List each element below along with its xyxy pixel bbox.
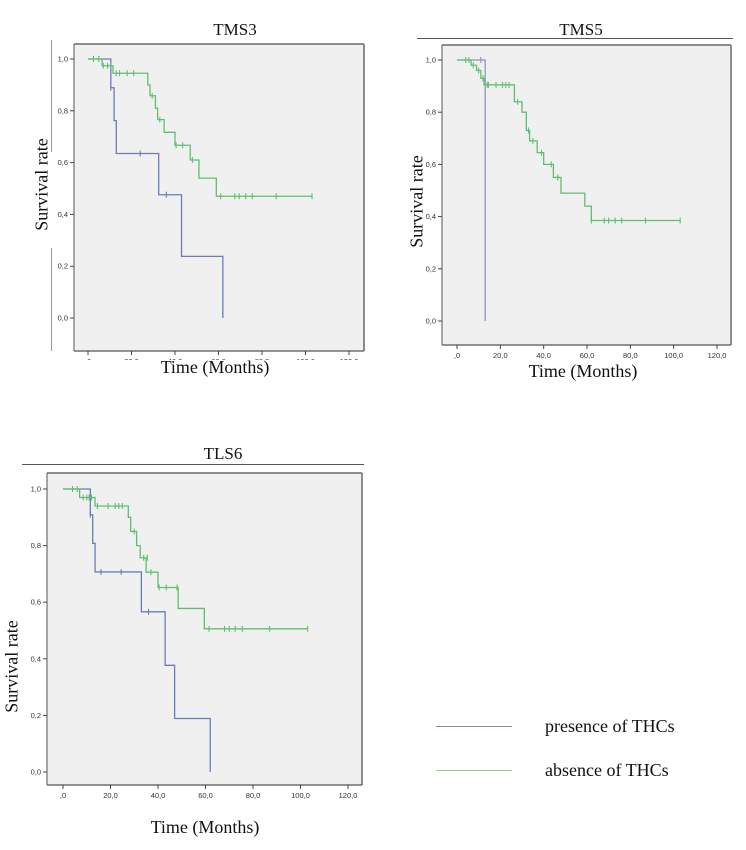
y-tick-label-tls6: 0,0	[31, 768, 41, 777]
panel-rule-tls6	[22, 464, 364, 465]
x-tick-label-tls6: 40,0	[151, 791, 166, 800]
x-tick-label-tls6: 100,0	[291, 791, 310, 800]
chart-plot-lower: 0,0 0,2 0,4 0,6 0,8 1,0 ,0 20,0 40,0 60,0 80,0 100,…	[31, 472, 363, 800]
x-axis-label-tms5: Time (Months)	[528, 361, 638, 381]
x-tick-label-tls6: ,0	[60, 791, 66, 800]
x-tick-label-tms3: 120,0	[340, 357, 359, 360]
survival-curve-absence-tms3	[88, 58, 313, 197]
y-tick-label-tms5: 1,0	[426, 56, 436, 65]
x-tick-label-tms3: 20,0	[124, 357, 139, 360]
chart-tms5: 0,0 0,2 0,4 0,6 0,8 1,0 ,0 20,0 40,0 60,0 80,0 100,…	[426, 44, 732, 360]
plot-area-tms3	[74, 44, 364, 351]
y-tick-label-tms3: 0,2	[58, 262, 68, 271]
y-tick-label-tms3: 0,6	[58, 158, 68, 167]
chart-plot-tms3: 0,0 0,2 0,4 0,6 0,8 1,0 ,0 20,0 40,0 60,0 80,0 100,…	[58, 43, 732, 360]
chart-title-tms3: TMS3	[213, 20, 257, 39]
legend-label-absence: absence of THCs	[545, 760, 669, 780]
x-tick-label-tms3: 60,0	[211, 357, 226, 360]
y-tick-label-tms5: 0,8	[426, 108, 436, 117]
y-tick-label-tms3: 1,0	[58, 55, 68, 64]
x-axis-label-tls6: Time (Months)	[150, 817, 260, 837]
x-tick-label-tms5: 100,0	[664, 351, 683, 360]
panel-rule-tms5	[417, 38, 733, 39]
x-tick-label-tls6: 20,0	[103, 791, 118, 800]
legend-item-absence: absence of THCs	[436, 760, 669, 781]
y-tick-label-tms3: 0,4	[58, 210, 68, 219]
legend-swatch-presence	[436, 726, 512, 727]
x-tick-label-tms5: 120,0	[708, 351, 727, 360]
x-tick-label-tms3: 40,0	[168, 357, 183, 360]
x-tick-label-tms5: 40,0	[536, 351, 551, 360]
chart-tls6: 0,0 0,2 0,4 0,6 0,8 1,0 ,0 20,0 40,0 60,0 80,0 100,…	[31, 472, 363, 800]
y-tick-label-tls6: 0,4	[31, 654, 41, 663]
panel-divider-tms3-lower	[51, 248, 52, 351]
y-tick-label-tls6: 0,8	[31, 541, 41, 550]
y-tick-label-tms5: 0,2	[426, 264, 436, 273]
legend-item-presence: presence of THCs	[436, 716, 675, 737]
y-tick-label-tms5: 0,4	[426, 212, 436, 221]
panel-divider-tms3	[51, 40, 52, 152]
x-tick-label-tls6: 120,0	[339, 791, 358, 800]
x-tick-label-tms5: 80,0	[623, 351, 638, 360]
x-tick-label-tms3: 80,0	[255, 357, 270, 360]
x-tick-label-tms5: ,0	[454, 351, 460, 360]
y-tick-label-tls6: 0,2	[31, 711, 41, 720]
survival-curve-presence-tls6	[63, 488, 211, 772]
y-tick-label-tms5: 0,6	[426, 160, 436, 169]
legend-swatch-absence	[436, 770, 512, 771]
x-tick-label-tms3: 100,0	[296, 357, 315, 360]
x-tick-label-tls6: 80,0	[246, 791, 261, 800]
x-tick-label-tms5: 20,0	[493, 351, 508, 360]
chart-title-tms5: TMS5	[559, 20, 603, 39]
x-tick-label-tms3: ,0	[85, 357, 91, 360]
legend-label-presence: presence of THCs	[545, 716, 675, 736]
y-tick-label-tls6: 0,6	[31, 598, 41, 607]
chart-title-tls6: TLS6	[203, 444, 243, 463]
y-tick-label-tms3: 0,0	[58, 314, 68, 323]
x-axis-label-tms3: Time (Months)	[160, 357, 270, 377]
plot-area-tms5	[442, 45, 731, 345]
y-axis-label-tms5: Survival rate	[406, 155, 427, 248]
chart-tms3: 0,0 0,2 0,4 0,6 0,8 1,0 ,0 20,0 40,0 60,0 80,0 100,…	[58, 43, 365, 360]
x-tick-label-tms5: 60,0	[580, 351, 595, 360]
y-tick-label-tls6: 1,0	[31, 485, 41, 494]
survival-curve-absence-tls6	[63, 488, 308, 630]
x-tick-label-tls6: 60,0	[198, 791, 213, 800]
y-tick-label-tms3: 0,8	[58, 106, 68, 115]
y-tick-label-tms5: 0,0	[426, 317, 436, 326]
